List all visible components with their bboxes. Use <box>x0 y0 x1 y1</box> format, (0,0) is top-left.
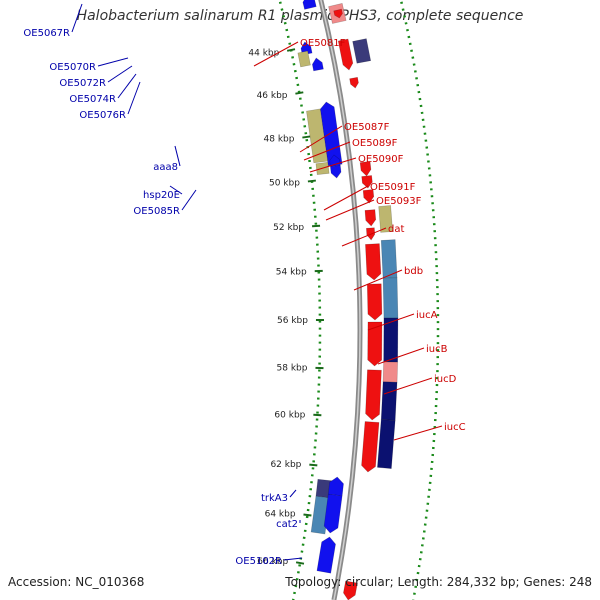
left-label-leader <box>290 490 296 497</box>
tick-mark <box>303 514 311 515</box>
left-gene-label: hsp20E <box>143 190 180 201</box>
tick-mark <box>296 562 304 563</box>
tick-mark <box>309 465 317 466</box>
forward-gene-arrow <box>350 77 359 88</box>
reverse-gene-arrow <box>303 0 316 9</box>
forward-gene-block <box>381 240 397 279</box>
right-gene-label: OE5090F <box>358 154 404 165</box>
right-gene-label: dat <box>388 224 404 235</box>
right-gene-label: iucD <box>434 374 457 385</box>
forward-gene-arrow <box>365 210 376 226</box>
tick-label: 64 kbp <box>265 509 296 519</box>
accession-text: Accession: NC_010368 <box>8 575 144 589</box>
left-gene-label: OE5076R <box>79 110 126 121</box>
left-label-leader <box>72 4 82 32</box>
reverse-gene-arrow <box>328 477 343 496</box>
forward-gene-arrow <box>368 322 382 366</box>
forward-gene-arrow <box>367 284 382 320</box>
left-gene-label: OE5070R <box>49 62 96 73</box>
left-gene-label: aaa8 <box>153 162 178 173</box>
right-gene-label: OE5081F <box>300 38 346 49</box>
tick-label: 48 kbp <box>264 135 295 145</box>
reverse-gene-arrow <box>330 165 341 178</box>
right-gene-label: iucB <box>426 344 448 355</box>
left-label-leader <box>108 66 132 82</box>
forward-gene-block <box>383 278 398 318</box>
left-label-leader <box>98 58 128 66</box>
left-label-leader <box>182 190 196 210</box>
right-gene-label: OE5087F <box>344 122 390 133</box>
right-gene-label: OE5091F <box>370 182 416 193</box>
summary-text: Topology: circular; Length: 284,332 bp; … <box>285 575 592 589</box>
right-gene-label: iucA <box>416 310 438 321</box>
left-gene-label: OE5074R <box>69 94 116 105</box>
left-label-leader <box>128 82 140 114</box>
tick-label: 60 kbp <box>274 410 305 420</box>
tick-label: 52 kbp <box>273 223 304 233</box>
left-gene-label: trkA3 <box>261 493 288 504</box>
outer-dotted-ring <box>400 0 438 600</box>
tick-label: 54 kbp <box>276 268 307 278</box>
right-gene-label: iucC <box>444 422 466 433</box>
tick-mark <box>308 181 316 182</box>
tick-label: 46 kbp <box>257 91 288 101</box>
right-gene-label: OE5093F <box>376 196 422 207</box>
forward-gene-block <box>383 362 398 382</box>
forward-gene-arrow <box>366 370 382 420</box>
left-gene-label: cat2 <box>276 519 298 530</box>
tick-mark <box>295 92 303 93</box>
tick-label: 62 kbp <box>270 460 301 470</box>
forward-gene-block <box>353 39 371 64</box>
left-gene-label: OE5085R <box>133 206 180 217</box>
tick-label: 56 kbp <box>277 316 308 326</box>
right-gene-label: bdb <box>404 266 423 277</box>
left-label-leader <box>118 74 136 98</box>
forward-gene-arrow <box>362 422 379 472</box>
tick-mark <box>287 49 295 51</box>
forward-gene-block <box>381 382 397 421</box>
reverse-gene-arrow <box>312 58 323 71</box>
tick-label: 50 kbp <box>269 178 300 188</box>
left-gene-label: OE5072R <box>59 78 106 89</box>
tick-mark <box>302 136 310 137</box>
right-label-leader <box>324 186 368 210</box>
tick-label: 58 kbp <box>277 364 308 374</box>
tick-label: 44 kbp <box>248 48 279 58</box>
right-label-leader <box>394 426 442 440</box>
reverse-gene-arrow <box>317 537 336 573</box>
right-gene-label: OE5089F <box>352 138 398 149</box>
tick-mark <box>312 226 320 227</box>
left-gene-label: OE5067R <box>23 28 70 39</box>
forward-gene-arrow <box>365 244 380 280</box>
left-gene-label: OE5102R <box>235 556 282 567</box>
forward-gene-block <box>377 420 395 469</box>
forward-gene-block <box>384 318 398 362</box>
